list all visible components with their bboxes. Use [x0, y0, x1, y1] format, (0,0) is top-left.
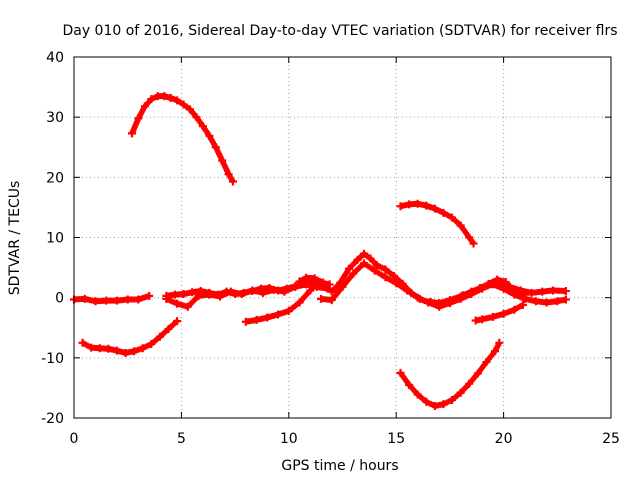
y-tick-label: 40: [46, 50, 64, 66]
series-arc5: [162, 280, 332, 311]
x-tick-label: 20: [495, 431, 513, 447]
data-point: [561, 287, 570, 296]
y-tick-label: 20: [46, 170, 64, 186]
plot-frame: [73, 56, 612, 419]
y-tick-label: -10: [41, 351, 64, 367]
data-point: [228, 177, 237, 186]
series-arc6: [241, 279, 321, 326]
x-tick-label: 25: [602, 431, 620, 447]
y-tick-label: 10: [46, 231, 64, 247]
series-arc1: [70, 291, 154, 306]
x-tick-label: 10: [280, 431, 298, 447]
x-axis-label: GPS time / hours: [281, 458, 398, 474]
y-axis-label: SDTVAR / TECUs: [7, 181, 23, 296]
data-point: [495, 338, 504, 347]
data-point: [173, 317, 182, 326]
y-tick-label: -20: [41, 411, 64, 427]
series-arc10: [396, 338, 504, 410]
x-tick-label: 5: [177, 431, 186, 447]
series-arc3: [127, 92, 237, 186]
chart-title: Day 010 of 2016, Sidereal Day-to-day VTE…: [62, 23, 617, 39]
x-tick-label: 15: [387, 431, 405, 447]
y-tick-label: 0: [55, 291, 64, 307]
x-tick-label: 0: [70, 431, 79, 447]
series-arc13: [495, 277, 570, 297]
series-arc9: [396, 199, 478, 248]
series-arc2: [78, 317, 182, 358]
data-point: [518, 300, 527, 309]
y-tick-label: 30: [46, 110, 64, 126]
data-point: [561, 295, 570, 304]
series-arc12: [471, 300, 527, 325]
axis-ticks: 0 5 10 15 20 25 -20 -10 0 10 20 30 40: [41, 50, 620, 447]
data-point: [145, 291, 154, 300]
data-points: [70, 92, 570, 410]
series-arc11: [426, 280, 570, 308]
grid: [74, 57, 611, 418]
data-point: [469, 239, 478, 248]
